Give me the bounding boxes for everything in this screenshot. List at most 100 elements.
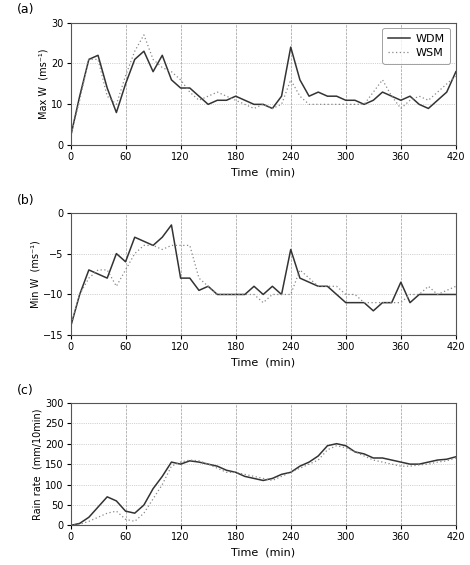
WDM	[187, 85, 193, 92]
WSM	[279, 291, 284, 298]
WDM	[352, 449, 358, 455]
WSM	[233, 469, 238, 476]
WSM	[425, 97, 431, 103]
WDM	[343, 299, 349, 306]
WSM	[150, 56, 156, 63]
WSM	[251, 473, 257, 480]
WSM	[150, 496, 156, 502]
WDM	[205, 101, 211, 108]
WDM	[169, 76, 174, 83]
WSM	[104, 267, 110, 273]
WDM	[251, 283, 257, 290]
WSM	[114, 508, 119, 515]
Line: WDM: WDM	[70, 47, 456, 137]
WDM	[86, 267, 92, 273]
WDM	[178, 275, 183, 281]
WSM	[398, 105, 404, 112]
WDM	[260, 101, 266, 108]
WDM	[104, 85, 110, 92]
WDM	[104, 275, 110, 281]
WDM	[306, 459, 312, 466]
WSM	[114, 283, 119, 290]
WSM	[325, 283, 330, 290]
WDM	[370, 307, 376, 314]
WDM	[435, 457, 440, 463]
WSM	[407, 463, 413, 470]
WDM	[270, 475, 275, 482]
WDM	[141, 238, 147, 245]
WSM	[95, 514, 101, 521]
WSM	[196, 458, 202, 464]
WSM	[178, 76, 183, 83]
WSM	[169, 242, 174, 249]
WSM	[104, 510, 110, 516]
X-axis label: Time  (min): Time (min)	[231, 358, 295, 368]
WSM	[224, 291, 229, 298]
WSM	[187, 457, 193, 463]
WDM	[242, 473, 248, 480]
WSM	[343, 101, 349, 108]
WSM	[123, 516, 128, 523]
Text: (c): (c)	[16, 384, 33, 397]
WDM	[352, 97, 358, 103]
WSM	[77, 521, 83, 528]
WDM	[380, 89, 385, 95]
WDM	[260, 291, 266, 298]
WDM	[205, 460, 211, 467]
WDM	[159, 234, 165, 241]
WDM	[169, 221, 174, 228]
WSM	[159, 246, 165, 253]
WDM	[416, 291, 422, 298]
Line: WSM: WSM	[70, 446, 456, 525]
WSM	[214, 291, 220, 298]
WDM	[444, 456, 449, 463]
WSM	[315, 283, 321, 290]
WSM	[389, 299, 394, 306]
WSM	[196, 97, 202, 103]
WSM	[242, 471, 248, 478]
WSM	[325, 101, 330, 108]
WSM	[343, 291, 349, 298]
WSM	[205, 93, 211, 99]
WSM	[114, 101, 119, 108]
WSM	[398, 299, 404, 306]
WDM	[315, 453, 321, 459]
WSM	[407, 291, 413, 298]
WDM	[205, 283, 211, 290]
WDM	[159, 52, 165, 59]
WDM	[288, 469, 294, 476]
WSM	[343, 445, 349, 451]
WDM	[398, 459, 404, 466]
WSM	[159, 481, 165, 488]
WSM	[370, 89, 376, 95]
WDM	[306, 279, 312, 285]
WSM	[297, 465, 303, 472]
WSM	[205, 460, 211, 467]
WSM	[260, 299, 266, 306]
WSM	[288, 76, 294, 83]
WSM	[370, 457, 376, 463]
WSM	[224, 93, 229, 99]
WSM	[214, 465, 220, 472]
WSM	[251, 105, 257, 112]
WSM	[416, 291, 422, 298]
WDM	[159, 473, 165, 480]
WSM	[224, 469, 229, 476]
X-axis label: Time  (min): Time (min)	[231, 548, 295, 558]
WDM	[453, 453, 459, 460]
WSM	[187, 89, 193, 95]
WDM	[68, 134, 73, 141]
WDM	[416, 460, 422, 467]
WDM	[178, 85, 183, 92]
WDM	[361, 299, 367, 306]
WDM	[380, 299, 385, 306]
Y-axis label: Rain rate  (mm/10min): Rain rate (mm/10min)	[32, 408, 42, 520]
WDM	[242, 291, 248, 298]
WDM	[453, 68, 459, 75]
WDM	[214, 463, 220, 470]
WDM	[315, 283, 321, 290]
WDM	[196, 287, 202, 294]
WSM	[123, 267, 128, 273]
WSM	[233, 291, 238, 298]
WDM	[297, 275, 303, 281]
